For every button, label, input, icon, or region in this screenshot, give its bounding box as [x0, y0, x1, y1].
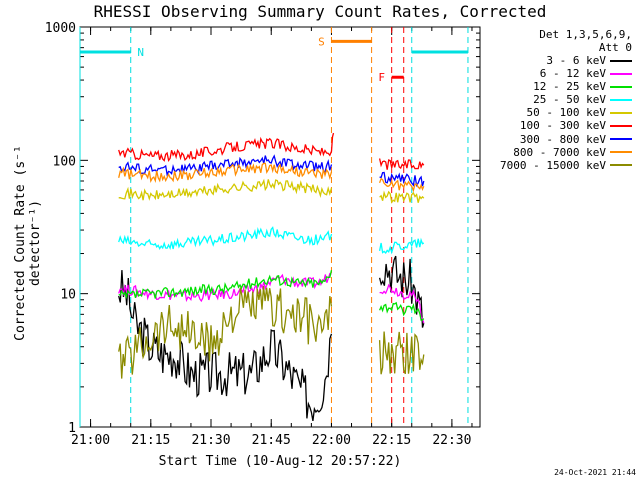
legend-entry-7: 800 - 7000 keV — [482, 146, 632, 159]
legend-swatch — [610, 98, 632, 102]
x-tick-label-6: 22:30 — [432, 433, 471, 448]
legend-entry-0: 3 - 6 keV — [482, 54, 632, 67]
legend: Det 1,3,5,6,9, Att 0 3 - 6 keV 6 - 12 keV… — [482, 28, 632, 172]
y-tick-label-1: 10 — [60, 288, 76, 303]
legend-header-line1: Det 1,3,5,6,9, — [539, 28, 632, 41]
legend-entry-label: 50 - 100 keV — [526, 106, 606, 120]
x-tick-label-0: 21:00 — [71, 433, 110, 448]
flag-label-N: N — [137, 46, 144, 59]
legend-entry-label: 6 - 12 keV — [539, 67, 606, 81]
legend-swatch — [610, 124, 632, 128]
legend-entry-6: 300 - 800 keV — [482, 133, 632, 146]
series-line-8-seg-1 — [378, 331, 425, 375]
legend-entry-5: 100 - 300 keV — [482, 119, 632, 132]
legend-entry-4: 50 - 100 keV — [482, 106, 632, 119]
legend-swatch — [610, 72, 632, 76]
flag-label-S: S — [318, 35, 325, 48]
series-line-5-seg-0 — [118, 132, 335, 162]
y-tick-label-3: 1000 — [45, 21, 76, 36]
legend-header-line2: Att 0 — [598, 41, 632, 54]
legend-swatch — [610, 164, 632, 167]
legend-entry-label: 100 - 300 keV — [519, 119, 606, 133]
legend-entry-2: 12 - 25 keV — [482, 80, 632, 93]
timestamp: 24-Oct-2021 21:44 — [554, 468, 636, 477]
legend-swatch — [610, 111, 632, 115]
legend-entry-label: 300 - 800 keV — [519, 132, 606, 146]
chart-title: RHESSI Observing Summary Count Rates, Co… — [93, 2, 547, 21]
series-line-6-seg-0 — [118, 154, 333, 177]
series-line-0-seg-1 — [378, 255, 425, 328]
y-tick-label-2: 100 — [53, 154, 76, 169]
legend-entry-1: 6 - 12 keV — [482, 67, 632, 80]
series-line-5-seg-1 — [378, 158, 425, 170]
series-line-2-seg-0 — [118, 270, 333, 300]
series-line-4-seg-1 — [379, 190, 425, 204]
flag-label-F: F — [378, 71, 385, 84]
series-line-8-seg-0 — [118, 286, 333, 379]
x-tick-label-5: 22:15 — [372, 433, 411, 448]
series-line-3-seg-0 — [118, 226, 333, 251]
series-line-7-seg-1 — [378, 177, 425, 193]
legend-swatch — [610, 85, 632, 89]
legend-entry-label: 3 - 6 keV — [546, 54, 606, 67]
legend-swatch — [610, 151, 632, 154]
series-line-2-seg-1 — [379, 301, 425, 321]
series-line-1-seg-1 — [379, 283, 425, 324]
legend-entry-8: 7000 - 15000 keV — [482, 159, 632, 172]
series-line-4-seg-0 — [118, 178, 333, 201]
legend-swatch — [610, 59, 632, 63]
x-tick-label-1: 21:15 — [131, 433, 170, 448]
series-line-7-seg-0 — [118, 162, 333, 184]
x-tick-label-2: 21:30 — [191, 433, 230, 448]
legend-entry-3: 25 - 50 keV — [482, 93, 632, 106]
x-tick-label-4: 22:00 — [312, 433, 351, 448]
series-line-3-seg-1 — [378, 237, 425, 255]
series-line-0-seg-0 — [118, 270, 333, 422]
legend-entry-label: 7000 - 15000 keV — [500, 158, 606, 172]
legend-entry-label: 800 - 7000 keV — [513, 145, 606, 159]
legend-entry-label: 25 - 50 keV — [533, 93, 606, 107]
x-tick-label-3: 21:45 — [252, 433, 291, 448]
y-tick-label-0: 1 — [68, 421, 76, 436]
x-axis-label: Start Time (10-Aug-12 20:57:22) — [158, 454, 402, 469]
legend-entry-label: 12 - 25 keV — [533, 80, 606, 94]
legend-swatch — [610, 138, 632, 141]
